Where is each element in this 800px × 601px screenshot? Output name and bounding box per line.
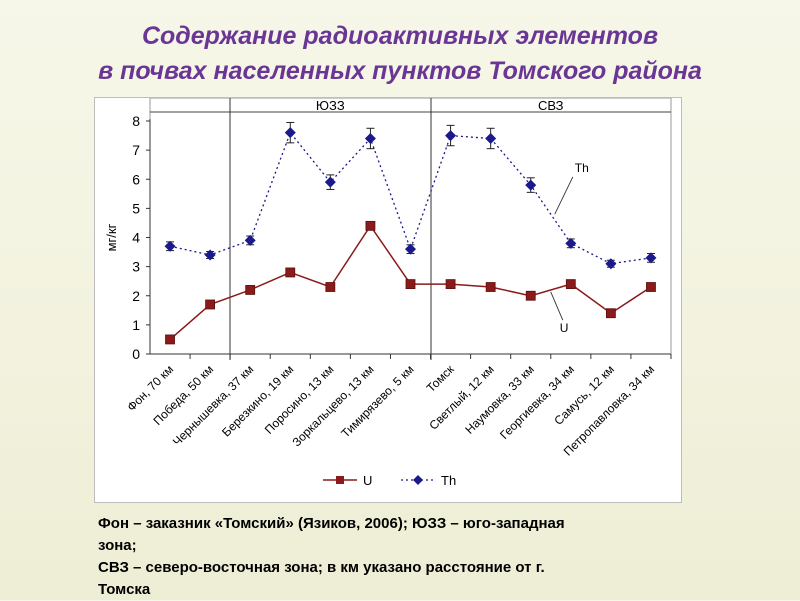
point-U [605, 308, 616, 319]
point-Th [565, 237, 577, 249]
annotation-leader-u [550, 291, 564, 321]
caption-line4: Томска [98, 581, 151, 598]
point-Th [605, 258, 617, 270]
point-U [405, 279, 416, 290]
page-title-line1: Содержание радиоактивных элементов [141, 22, 659, 50]
point-Th [485, 132, 497, 144]
y-tick-label: 5 [132, 200, 140, 216]
legend-marker-Th [413, 475, 423, 485]
y-tick-label: 8 [132, 113, 140, 129]
point-U [646, 282, 656, 292]
annotation-leader-th [554, 176, 574, 215]
y-tick-label: 0 [132, 346, 140, 362]
y-tick-label: 6 [132, 171, 140, 187]
point-Th [284, 127, 296, 139]
caption-line1: Фон – заказник «Томский» (Язиков, 2006);… [98, 515, 565, 532]
y-tick-label: 4 [132, 230, 140, 246]
point-U [285, 267, 296, 278]
x-tick-label: Тимирязево, 5 км [338, 362, 416, 440]
legend-label-Th: Th [441, 473, 456, 488]
chart-frame: 0 1 2 3 4 5 6 7 8 мг/кг ЮЗЗ СВЗ Фон, 70 км Победа, 50… [94, 97, 682, 503]
y-tick-label: 1 [132, 317, 140, 333]
caption-line3: СВЗ – северо-восточная зона; в км указан… [98, 559, 545, 576]
y-tick-label: 7 [132, 142, 140, 158]
x-tick-label: Томск [424, 362, 457, 395]
point-Th [324, 176, 336, 188]
legend-marker-U [336, 476, 344, 484]
y-tick-label: 3 [132, 259, 140, 275]
point-Th [405, 243, 416, 255]
plot-area [149, 97, 672, 355]
point-U [565, 279, 576, 290]
point-Th [445, 130, 457, 142]
point-U [525, 290, 536, 301]
page-title-line2: в почвах населенных пунктов Томского рай… [98, 57, 702, 85]
point-Th [364, 132, 376, 144]
point-U [445, 279, 456, 290]
y-tick-label: 2 [132, 288, 140, 304]
caption: Фон – заказник «Томский» (Язиков, 2006);… [98, 513, 738, 601]
annotation-th: Th [575, 161, 589, 175]
zone-label: СВЗ [538, 98, 564, 113]
point-U [365, 220, 376, 231]
point-U [205, 299, 216, 310]
point-Th [244, 234, 256, 246]
point-U [165, 334, 175, 345]
annotation-u: U [560, 321, 569, 335]
point-U [325, 282, 336, 292]
legend-label-U: U [363, 473, 372, 488]
point-Th [645, 252, 657, 264]
x-tick-label: Георгиевка, 34 км [497, 362, 577, 442]
point-Th [204, 249, 216, 261]
x-tick-label: Наумовка, 33 км [462, 362, 537, 437]
zone-label: ЮЗЗ [316, 98, 345, 113]
caption-line2: зона; [98, 537, 137, 554]
point-U [245, 285, 256, 295]
x-tick-label: Березкино, 19 км [219, 362, 296, 439]
point-Th [164, 240, 176, 252]
y-axis-label: мг/кг [104, 223, 119, 251]
x-tick-label: Поросино, 13 км [262, 362, 337, 437]
point-U [485, 282, 496, 292]
point-Th [525, 179, 537, 191]
